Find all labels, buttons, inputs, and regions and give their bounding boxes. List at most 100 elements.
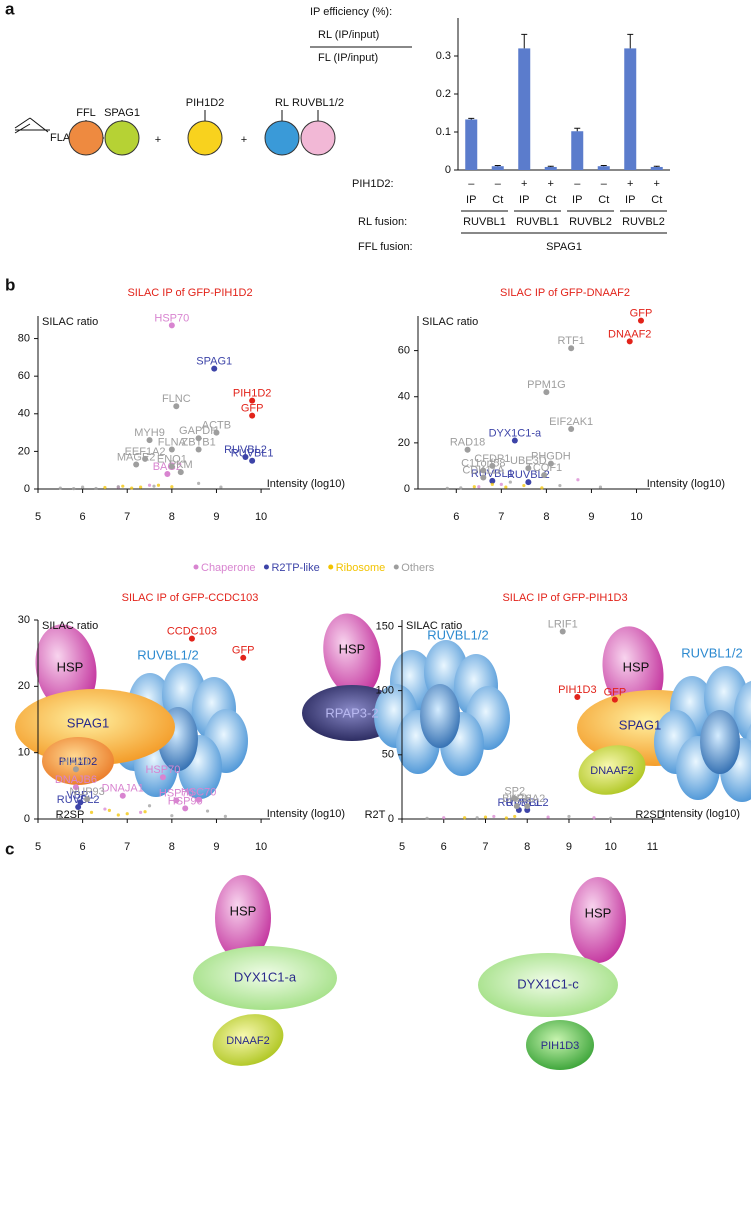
point-label: PKM — [169, 459, 193, 471]
pih1d2-sign: – — [468, 178, 475, 190]
label: RUVBL1/2 — [292, 97, 344, 109]
ruvbl-subunit — [420, 684, 460, 748]
x-tick-label: 10 — [255, 841, 267, 853]
point — [511, 437, 518, 444]
x-tick-label: 5 — [35, 511, 41, 523]
rl-fusion: RUVBL1 — [463, 216, 506, 228]
rl-fusion: RUVBL2 — [569, 216, 612, 228]
point-label: NUP93 — [69, 786, 104, 798]
point-label: CFDP1 — [474, 453, 510, 465]
point — [475, 816, 479, 820]
point-label: RUVBL2 — [224, 444, 267, 456]
ffl — [68, 120, 104, 156]
point-label: PIH1D2 — [233, 388, 272, 400]
y-tick-label: 150 — [376, 620, 394, 632]
label: DNAAF2 — [590, 765, 633, 777]
y-tick-label: 20 — [18, 445, 30, 457]
point-label: SP2 — [504, 785, 525, 797]
hsp — [215, 875, 271, 961]
x-tick-label: 7 — [498, 511, 504, 523]
point — [197, 481, 201, 485]
x-tick-label: 6 — [80, 511, 86, 523]
plus: + — [241, 134, 247, 146]
point-label: HSP70 — [159, 787, 194, 799]
pih1d2-sign: + — [521, 178, 527, 190]
point — [558, 483, 562, 488]
point — [574, 694, 581, 701]
x-tick-label: 11 — [647, 841, 658, 853]
x-tick-label: Ct — [651, 194, 662, 206]
label: RL — [275, 97, 289, 109]
point — [177, 469, 184, 476]
x-tick-label: 10 — [630, 511, 642, 523]
panel-label: a — [5, 0, 15, 18]
x-tick-label: 8 — [169, 511, 175, 523]
legend-label: Ribosome — [336, 562, 386, 574]
legend-label: Chaperone — [201, 562, 255, 574]
point — [483, 815, 488, 819]
point — [568, 426, 575, 433]
point — [77, 799, 84, 806]
x-tick-label: 6 — [441, 841, 447, 853]
legend-marker — [263, 564, 269, 570]
point — [541, 472, 548, 479]
construct-diagram: FLAG FFL SPAG1 PIH1D2 RL RUVBL1/2 + + — [14, 97, 344, 156]
y-tick-label: 0 — [388, 813, 394, 825]
point-label: DNAAF2 — [608, 328, 651, 340]
x-tick-label: 5 — [399, 841, 405, 853]
y-label: IP efficiency (%): — [310, 6, 392, 18]
linker — [14, 117, 50, 134]
point — [143, 810, 147, 814]
plus: + — [155, 134, 161, 146]
point — [559, 628, 566, 635]
point-label: RTF1 — [558, 335, 585, 347]
point — [182, 805, 189, 812]
point — [547, 460, 554, 467]
point — [125, 812, 129, 816]
label: HSP — [230, 903, 257, 918]
bar — [650, 166, 663, 170]
y-tick-label: 40 — [18, 408, 30, 420]
point-label: C11orf58 — [461, 457, 505, 469]
pih1d2 — [187, 120, 223, 156]
x-tick-label: 6 — [453, 511, 459, 523]
point — [522, 483, 526, 488]
x-tick-label: IP — [519, 194, 529, 206]
label: RUVBL1/2 — [427, 627, 488, 642]
x-tick-label: Ct — [492, 194, 503, 206]
x-tick-label: Ct — [545, 194, 556, 206]
bar — [544, 166, 557, 170]
point — [168, 463, 175, 470]
x-tick-label: 7 — [124, 841, 130, 853]
label: HSP — [623, 659, 650, 674]
point — [219, 485, 223, 489]
point-label: TCOF1 — [526, 462, 562, 474]
point — [72, 766, 79, 773]
x-tick-label: 5 — [35, 841, 41, 853]
rl — [264, 120, 300, 156]
y-tick-label: 10 — [18, 747, 30, 759]
point — [211, 365, 218, 372]
x-label: Intensity (log10) — [267, 478, 345, 490]
point-label: DNAJA1 — [102, 783, 144, 795]
point-label: HSC70 — [181, 787, 216, 799]
point — [195, 435, 202, 442]
point — [592, 816, 596, 820]
point — [142, 455, 149, 462]
y-tick-label: 60 — [18, 370, 30, 382]
point — [513, 814, 517, 819]
point — [89, 810, 94, 814]
chart-title: SILAC IP of GFP-CCDC103 — [122, 592, 259, 604]
complex-name: R2SD — [635, 809, 664, 821]
point — [103, 807, 107, 811]
point-label: GFP — [604, 687, 627, 699]
point — [84, 796, 91, 803]
legend-marker — [328, 564, 334, 570]
complex-name: R2T — [365, 809, 386, 821]
point — [94, 486, 98, 491]
x-tick-label: 9 — [566, 841, 572, 853]
x-tick-label: 7 — [482, 841, 488, 853]
point — [168, 446, 175, 453]
point-label: CCDC103 — [167, 625, 217, 637]
y-label: RL (IP/input) — [318, 29, 379, 41]
